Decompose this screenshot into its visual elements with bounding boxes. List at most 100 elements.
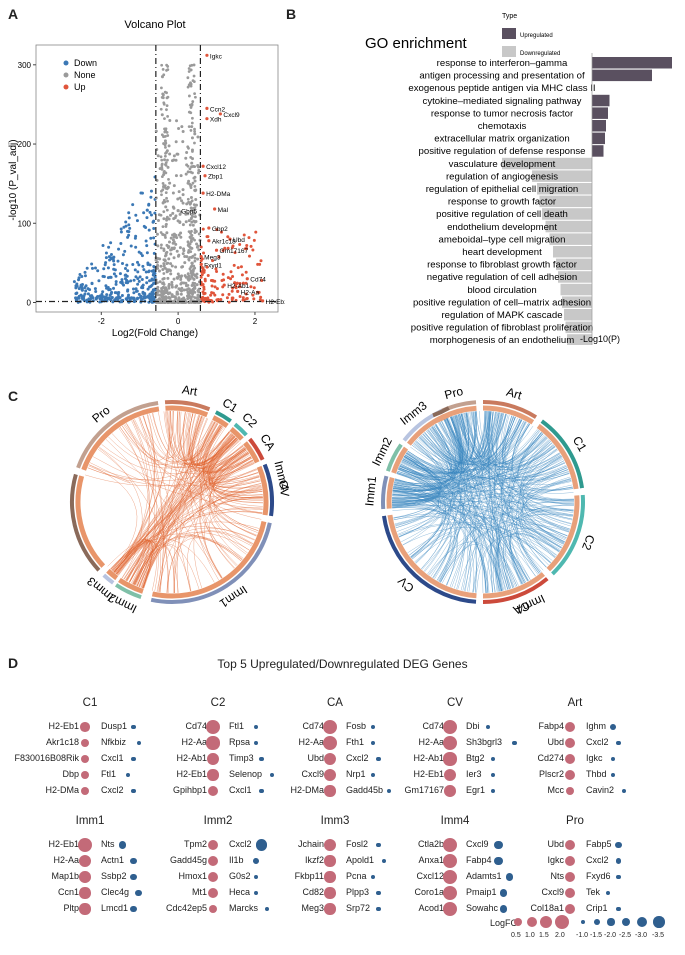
volcano-point [165, 208, 169, 212]
volcano-frame [35, 44, 279, 313]
volcano-point [112, 272, 116, 276]
chord-ribbon [456, 414, 562, 549]
go-legend-up-label: Upregulated [520, 33, 553, 39]
go-bar [592, 94, 610, 107]
deg-down-dot [512, 740, 517, 746]
volcano-point [193, 215, 197, 219]
chord-ribbon [392, 489, 443, 556]
volcano-point [213, 285, 217, 289]
volcano-point [177, 287, 181, 291]
volcano-point [162, 281, 165, 285]
deg-down-dot [130, 857, 137, 865]
go-bar [549, 233, 592, 245]
volcano-point [149, 236, 153, 240]
chord-ribbon [428, 541, 508, 590]
volcano-point [172, 277, 176, 281]
volcano-point [104, 284, 108, 288]
volcano-point [240, 273, 244, 277]
volcano-point [177, 297, 181, 301]
volcano-point [195, 283, 199, 287]
volcano-point [134, 245, 138, 249]
volcano-point [158, 280, 162, 284]
volcano-point [180, 281, 184, 285]
volcano-gene-label: Meg3 [204, 255, 221, 262]
deg-up-gene: F830016B08Rik [14, 753, 79, 763]
chord-ribbon [206, 431, 259, 532]
volcano-point [135, 219, 139, 223]
deg-down-dot [485, 724, 491, 730]
volcano-gene-label: Ccn2 [210, 106, 226, 113]
volcano-point [164, 127, 168, 131]
volcano-point [190, 214, 194, 217]
go-term-label: endothelium development [447, 222, 557, 233]
volcano-point [134, 287, 138, 291]
volcano-point [193, 231, 197, 235]
volcano-point [187, 274, 191, 278]
chord-ribbon [417, 438, 562, 549]
volcano-point [162, 277, 166, 281]
volcano-gene-label: Gm17167 [220, 248, 249, 255]
volcano-point [182, 249, 186, 253]
chord-ribbon [434, 424, 477, 593]
go-bar [537, 183, 592, 195]
volcano-point [160, 158, 164, 162]
deg-down-dot [371, 874, 376, 880]
volcano-point [170, 283, 174, 287]
volcano-point [114, 282, 118, 286]
volcano-point [190, 121, 194, 125]
volcano-point [190, 136, 194, 140]
volcano-point [189, 217, 193, 221]
volcano-point [193, 92, 197, 96]
deg-up-dot [207, 839, 219, 851]
chord-ribbon [519, 444, 560, 551]
deg-up-dot [564, 903, 576, 915]
volcano-point [166, 165, 170, 169]
volcano-point [225, 296, 229, 300]
chord-sector-outer-c2 [551, 494, 585, 576]
chord-ribbon [88, 464, 138, 571]
chord-ribbon [203, 425, 258, 533]
deg-legend-down-dot [653, 916, 665, 928]
volcano-point [175, 284, 179, 288]
volcano-point [197, 248, 201, 252]
volcano-point [172, 235, 176, 239]
chord-sector-outer-pro [76, 400, 159, 469]
chord-sector-outer-art [482, 400, 538, 419]
deg-up-dot [207, 769, 219, 781]
deg-down-dot [616, 740, 621, 746]
volcano-point [152, 251, 156, 255]
deg-up-dot [323, 768, 337, 782]
chord-sector-inner [386, 477, 395, 509]
volcano-point [145, 208, 149, 212]
deg-up-dot [79, 903, 91, 915]
deg-up-dot [322, 719, 338, 735]
volcano-point [178, 212, 182, 216]
deg-down-dot [253, 858, 260, 864]
volcano-point [162, 217, 166, 221]
volcano-point [144, 225, 148, 229]
deg-legend-down-dot [594, 919, 600, 925]
chord-sector-outer-art [164, 400, 211, 412]
volcano-point [120, 300, 124, 304]
chord-ribbon [423, 425, 534, 466]
volcano-point [176, 272, 180, 276]
volcano-point [172, 240, 176, 244]
volcano-point [193, 184, 197, 188]
volcano-point [159, 155, 163, 159]
chord-ribbon [396, 473, 444, 558]
volcano-point [126, 289, 130, 293]
chord-sector-inner [75, 475, 106, 568]
volcano-point [176, 276, 180, 280]
volcano-point [191, 181, 195, 185]
chord-ribbon [143, 415, 191, 592]
volcano-point [108, 293, 112, 297]
deg-up-gene: Fkbp11 [294, 871, 324, 881]
volcano-point [196, 293, 200, 297]
deg-up-dot [564, 839, 576, 851]
chord-ribbon [435, 424, 542, 466]
chord-sector-inner [482, 572, 546, 599]
volcano-point [259, 295, 263, 299]
chord-ribbon [392, 437, 548, 503]
volcano-point [174, 140, 178, 144]
